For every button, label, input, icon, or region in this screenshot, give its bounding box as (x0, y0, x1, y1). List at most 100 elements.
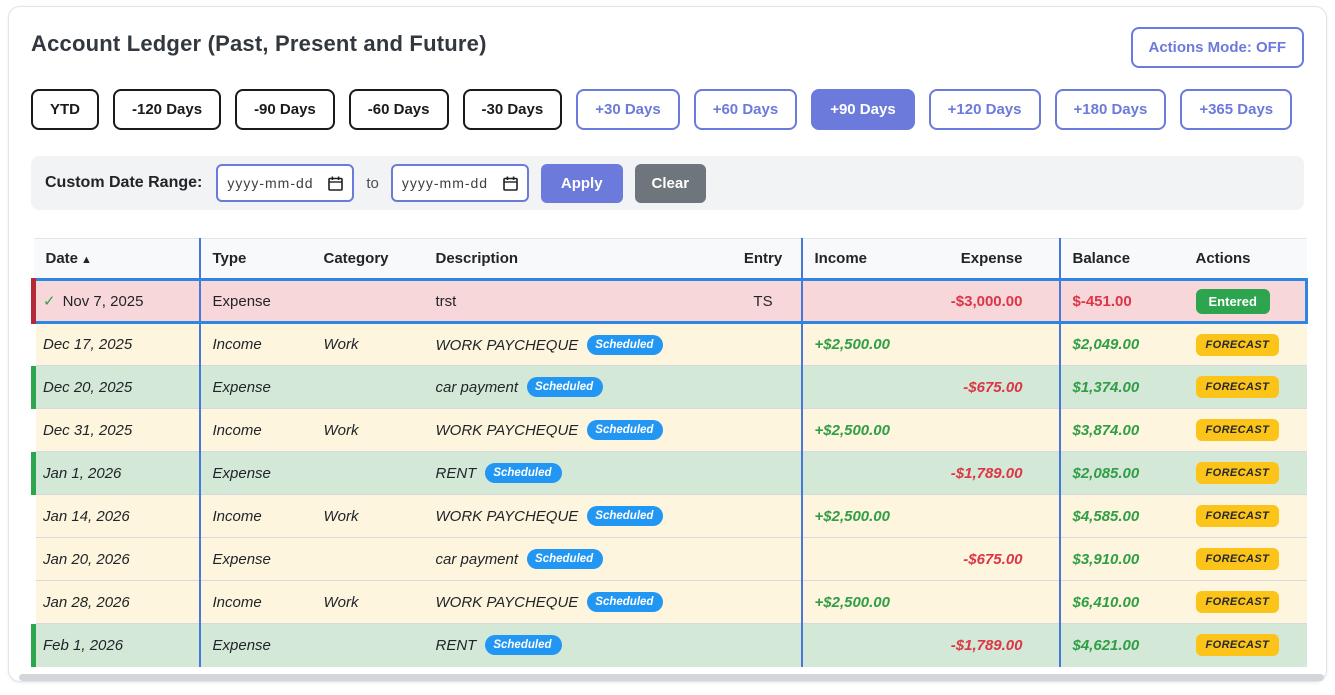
description-cell: WORK PAYCHEQUE Scheduled (423, 494, 726, 538)
filter-button-120-days[interactable]: +120 Days (928, 89, 1041, 130)
table-row[interactable]: Dec 20, 2025 Expense car payment Scheduled -… (31, 365, 1307, 409)
type-cell: Income (199, 580, 312, 624)
filter-button-30-days[interactable]: +30 Days (576, 89, 680, 130)
category-cell (311, 278, 424, 324)
column-header-expense[interactable]: Expense (937, 238, 1061, 280)
entry-cell (725, 580, 803, 624)
filter-button-90-days[interactable]: +90 Days (811, 89, 915, 130)
filter-button-ytd[interactable]: YTD (31, 89, 99, 130)
table-row[interactable]: Dec 31, 2025 Income Work WORK PAYCHEQUE Sche… (33, 408, 1307, 452)
income-cell (801, 537, 938, 581)
apply-button[interactable]: Apply (540, 163, 623, 203)
description-cell: trst (423, 278, 726, 324)
date-cell: Jan 28, 2026 (33, 580, 201, 624)
column-header-balance[interactable]: Balance (1059, 238, 1184, 280)
column-header-date[interactable]: Date ▲ (33, 238, 201, 280)
category-cell (311, 537, 424, 581)
table-row[interactable]: Jan 20, 2026 Expense car payment Scheduled -… (33, 537, 1307, 581)
category-cell (311, 365, 424, 409)
scheduled-badge: Scheduled (587, 334, 664, 355)
category-cell: Work (311, 408, 424, 452)
column-header-income[interactable]: Income (801, 238, 938, 280)
column-header-description[interactable]: Description (423, 238, 726, 280)
income-cell (801, 365, 938, 409)
filter-button-120-days[interactable]: -120 Days (113, 89, 222, 130)
table-row[interactable]: Jan 1, 2026 Expense RENT Scheduled -$1,789.0… (31, 451, 1307, 495)
date-cell: Jan 1, 2026 (31, 451, 201, 495)
date-cell: Jan 14, 2026 (33, 494, 201, 538)
column-header-entry[interactable]: Entry (725, 238, 803, 280)
sort-asc-icon: ▲ (81, 254, 92, 266)
date-cell: ✓ Nov 7, 2025 (31, 278, 201, 324)
table-row[interactable]: Jan 28, 2026 Income Work WORK PAYCHEQUE Sche… (33, 580, 1307, 624)
custom-date-range-bar: Custom Date Range: yyyy-mm-dd to yyyy-mm… (31, 156, 1304, 210)
filter-button-365-days[interactable]: +365 Days (1180, 89, 1293, 130)
column-header-type[interactable]: Type (199, 238, 312, 280)
filter-button-60-days[interactable]: +60 Days (693, 89, 798, 130)
actions-mode-button[interactable]: Actions Mode: OFF (1130, 27, 1304, 68)
type-cell: Expense (199, 451, 312, 495)
entry-cell (725, 408, 803, 452)
entry-cell (725, 322, 803, 366)
clear-button[interactable]: Clear (634, 163, 707, 203)
table-row[interactable]: ✓ Nov 7, 2025 Expense trst TS -$3,000.00 $-451… (31, 278, 1308, 324)
table-row[interactable]: Jan 14, 2026 Income Work WORK PAYCHEQUE Sche… (33, 494, 1307, 538)
calendar-icon[interactable] (328, 176, 344, 191)
income-cell (801, 278, 938, 324)
entry-cell (725, 451, 803, 495)
type-cell: Expense (199, 623, 312, 667)
type-cell: Expense (199, 537, 312, 581)
balance-cell: $4,621.00 (1059, 623, 1184, 667)
balance-cell: $3,910.00 (1059, 537, 1184, 581)
horizontal-scrollbar[interactable] (19, 674, 1324, 681)
date-cell: Jan 20, 2026 (33, 537, 201, 581)
custom-date-range-label: Custom Date Range: (45, 174, 203, 191)
income-cell (801, 451, 938, 495)
forecast-badge: FORECAST (1195, 376, 1280, 398)
forecast-badge: FORECAST (1195, 333, 1280, 356)
type-cell: Expense (199, 365, 312, 409)
entry-cell (725, 537, 803, 581)
balance-cell: $-451.00 (1059, 278, 1184, 324)
end-date-input[interactable]: yyyy-mm-dd (390, 164, 529, 202)
filter-button-90-days[interactable]: -90 Days (235, 89, 335, 130)
filter-button-30-days[interactable]: -30 Days (462, 89, 563, 130)
table-row[interactable]: Dec 17, 2025 Income Work WORK PAYCHEQUE Sche… (33, 322, 1307, 366)
income-cell: +$2,500.00 (801, 494, 938, 538)
description-cell: WORK PAYCHEQUE Scheduled (423, 408, 726, 452)
date-cell: Dec 31, 2025 (33, 408, 201, 452)
expense-cell: -$1,789.00 (937, 623, 1061, 667)
page-title: Account Ledger (Past, Present and Future… (31, 31, 487, 56)
column-header-category[interactable]: Category (311, 238, 424, 280)
ledger-card: Account Ledger (Past, Present and Future… (8, 6, 1327, 682)
forecast-badge: FORECAST (1195, 548, 1280, 570)
expense-cell (937, 494, 1061, 538)
scheduled-badge: Scheduled (587, 592, 664, 612)
filter-button-180-days[interactable]: +180 Days (1054, 89, 1167, 130)
scheduled-badge: Scheduled (527, 549, 604, 569)
balance-cell: $2,049.00 (1059, 322, 1184, 366)
calendar-icon[interactable] (503, 176, 518, 191)
description-cell: car payment Scheduled (423, 537, 726, 581)
expense-cell: -$675.00 (937, 365, 1061, 409)
forecast-badge: FORECAST (1195, 462, 1280, 484)
forecast-badge: FORECAST (1195, 419, 1280, 441)
description-cell: RENT Scheduled (423, 623, 726, 667)
description-cell: WORK PAYCHEQUE Scheduled (423, 322, 726, 366)
column-header-actions[interactable]: Actions (1183, 238, 1307, 280)
to-label: to (366, 174, 379, 192)
income-cell (801, 623, 938, 667)
balance-cell: $2,085.00 (1059, 451, 1184, 495)
entry-cell: TS (725, 278, 803, 324)
start-date-input[interactable]: yyyy-mm-dd (216, 164, 355, 202)
income-cell: +$2,500.00 (801, 580, 938, 624)
filter-button-60-days[interactable]: -60 Days (348, 89, 449, 130)
entry-cell (725, 623, 803, 667)
description-cell: WORK PAYCHEQUE Scheduled (423, 580, 726, 624)
actions-cell: Entered (1183, 278, 1308, 324)
table-row[interactable]: Feb 1, 2026 Expense RENT Scheduled -$1,789.0… (31, 623, 1307, 667)
expense-cell: -$3,000.00 (937, 278, 1061, 324)
actions-cell: FORECAST (1183, 580, 1307, 624)
expense-cell (937, 408, 1061, 452)
income-cell: +$2,500.00 (801, 408, 938, 452)
